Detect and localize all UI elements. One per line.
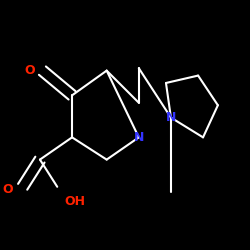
Text: O: O: [2, 183, 13, 196]
Text: OH: OH: [65, 195, 86, 208]
Text: N: N: [134, 131, 144, 144]
Text: O: O: [24, 64, 35, 77]
Text: N: N: [166, 111, 176, 124]
